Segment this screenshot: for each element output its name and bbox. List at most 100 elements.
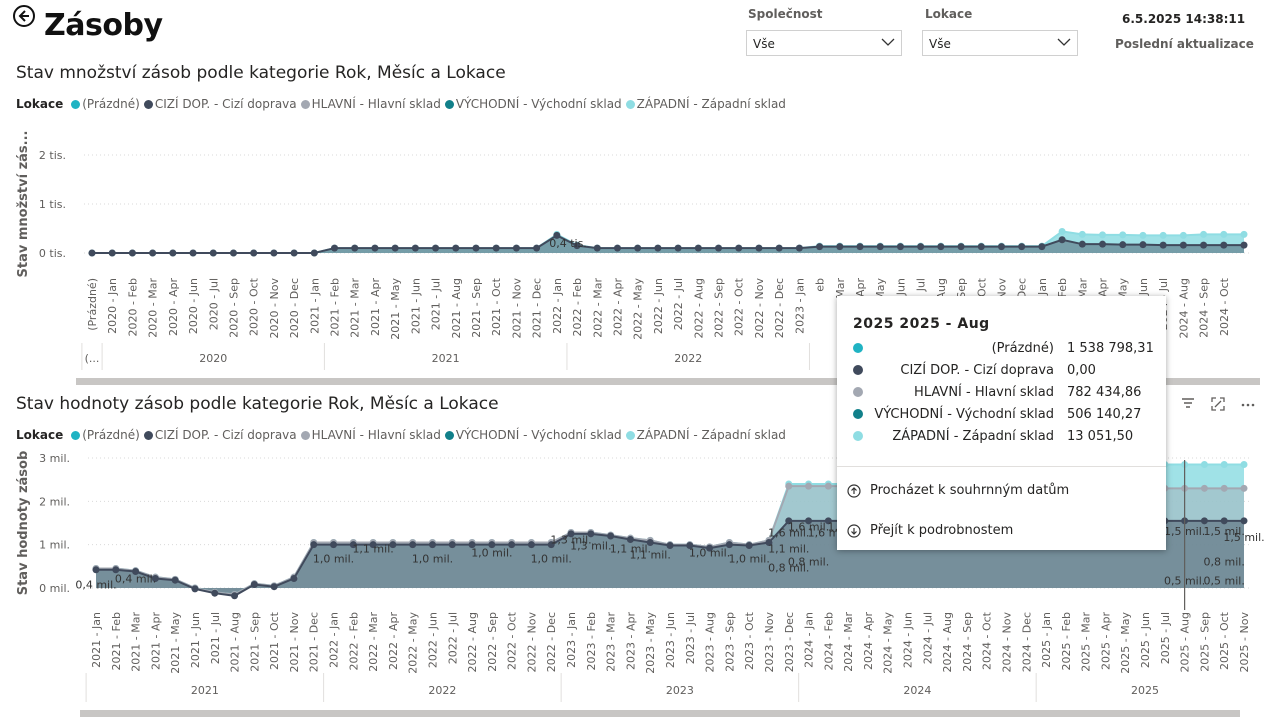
data-label: 1,6 mil. bbox=[768, 527, 809, 540]
legend-label: (Prázdné) bbox=[82, 97, 140, 111]
data-label: 1,3 mil. bbox=[570, 540, 611, 553]
legend-dot bbox=[300, 99, 310, 109]
x-tick-label: Oct bbox=[975, 277, 988, 297]
x-tick-label: Aug bbox=[935, 278, 948, 299]
data-point bbox=[795, 244, 803, 252]
data-point bbox=[331, 244, 339, 252]
legend-item[interactable]: (Prázdné) bbox=[67, 428, 140, 442]
data-label: 1,0 mil. bbox=[471, 547, 512, 560]
x-tick-label: 2021 - Dec bbox=[531, 278, 544, 338]
data-point bbox=[1220, 517, 1228, 525]
legend-item[interactable]: ZÁPADNÍ - Západní sklad bbox=[622, 97, 786, 111]
legend-label: CIZÍ DOP. - Cizí doprava bbox=[154, 428, 297, 442]
chart1-svg[interactable]: Stav množství zás... 0 tis. 1 tis. 2 tis. (P… bbox=[0, 120, 1280, 385]
x-tick-label: (Prázdné) bbox=[86, 278, 99, 331]
x-tick-label: Jun bbox=[894, 278, 907, 296]
data-point bbox=[452, 244, 460, 252]
data-label: 1,3 mil. bbox=[550, 534, 591, 547]
y-tick-label: 1 tis. bbox=[39, 198, 66, 211]
tooltip-dot bbox=[853, 431, 863, 441]
data-point bbox=[654, 244, 662, 252]
focus-mode-icon[interactable] bbox=[1210, 396, 1226, 412]
year-label: 2025 bbox=[1131, 684, 1159, 697]
data-label: 1,5 mil. bbox=[1223, 531, 1264, 544]
tooltip-row-value: 506 140,27 bbox=[1067, 407, 1142, 422]
x-tick-label: 2022 - Oct bbox=[506, 611, 519, 670]
x-tick-label: 2025 - Jan bbox=[1040, 612, 1053, 668]
x-tick-label: 2021 - Sep bbox=[248, 612, 261, 672]
data-point bbox=[1200, 230, 1208, 238]
filter-icon[interactable] bbox=[1180, 396, 1196, 412]
x-tick-label: 2023 - Feb bbox=[585, 612, 598, 670]
x-tick-label: 2025 - Jun bbox=[1139, 612, 1152, 668]
x-tick-label: 2023 - May bbox=[644, 612, 657, 674]
data-point bbox=[527, 541, 535, 549]
drill-down-action[interactable]: Přejít k podrobnostem bbox=[845, 522, 1145, 544]
data-label: 0,8 mil. bbox=[768, 561, 809, 574]
x-tick-label: 2021 - Nov bbox=[510, 278, 523, 339]
y-tick-label: 3 mil. bbox=[39, 452, 70, 465]
legend-item[interactable]: CIZÍ DOP. - Cizí doprava bbox=[140, 97, 297, 111]
back-arrow-icon[interactable] bbox=[12, 4, 36, 28]
legend-item[interactable]: ZÁPADNÍ - Západní sklad bbox=[622, 428, 786, 442]
data-point bbox=[411, 244, 419, 252]
x-tick-label: 2021 - Jan bbox=[308, 278, 321, 334]
data-point bbox=[745, 542, 753, 550]
data-point bbox=[573, 242, 581, 250]
x-tick-label: 2022 - Jul bbox=[672, 278, 685, 330]
data-point bbox=[1220, 230, 1228, 238]
legend-item[interactable]: HLAVNÍ - Hlavní sklad bbox=[297, 97, 441, 111]
legend-dot bbox=[444, 99, 454, 109]
data-label: 1,6 mil. bbox=[788, 521, 829, 534]
legend-title: Lokace bbox=[16, 428, 64, 442]
x-tick-label: 2022 - Jun bbox=[652, 278, 665, 334]
legend-item[interactable]: VÝCHODNÍ - Východní sklad bbox=[441, 97, 622, 111]
data-label: 1,5 mil. bbox=[1204, 525, 1245, 538]
legend-item[interactable]: HLAVNÍ - Hlavní sklad bbox=[297, 428, 441, 442]
legend-item[interactable]: VÝCHODNÍ - Východní sklad bbox=[441, 428, 622, 442]
x-tick-label: 2021 - Feb bbox=[329, 278, 342, 336]
data-label: 1,0 mil. bbox=[313, 553, 354, 566]
tooltip-row: (Prázdné) 1 538 798,31 bbox=[837, 338, 1166, 360]
legend-label: (Prázdné) bbox=[82, 428, 140, 442]
data-point bbox=[836, 243, 844, 251]
data-point bbox=[824, 517, 832, 525]
x-tick-label: Nov bbox=[995, 278, 1008, 300]
data-point bbox=[876, 243, 884, 251]
data-point bbox=[1139, 241, 1147, 249]
x-tick-label: 2022 - May bbox=[407, 612, 420, 674]
x-tick-label: 2021 - Mar bbox=[130, 612, 143, 672]
data-point bbox=[674, 244, 682, 252]
x-tick-label: 2024 - Jan bbox=[803, 612, 816, 668]
data-point bbox=[351, 244, 359, 252]
tooltip-dot bbox=[853, 343, 863, 353]
slicer-spolecnost-dropdown[interactable]: Vše bbox=[746, 30, 902, 56]
chart2-title: Stav hodnoty zásob podle kategorie Rok, … bbox=[16, 394, 499, 414]
legend-item[interactable]: (Prázdné) bbox=[67, 97, 140, 111]
slicer-lokace-dropdown[interactable]: Vše bbox=[922, 30, 1078, 56]
data-point bbox=[290, 249, 298, 257]
y-tick-label: 2 tis. bbox=[39, 149, 66, 162]
data-point bbox=[229, 249, 237, 257]
slicer-label-lokace: Lokace bbox=[925, 7, 973, 21]
drill-up-action[interactable]: Procházet k souhrnným datům bbox=[845, 482, 1145, 504]
tooltip-row-value: 13 051,50 bbox=[1067, 429, 1134, 444]
legend-label: ZÁPADNÍ - Západní sklad bbox=[636, 97, 786, 111]
data-point bbox=[270, 249, 278, 257]
x-tick-label: 2020 - Oct bbox=[248, 277, 261, 336]
data-point bbox=[211, 589, 219, 597]
x-tick-label: 2022 - Feb bbox=[347, 612, 360, 670]
more-options-icon[interactable] bbox=[1240, 396, 1256, 412]
x-tick-label: 2020 - Feb bbox=[126, 278, 139, 336]
x-tick-label: 2020 - Jan bbox=[106, 278, 119, 334]
x-tick-label: 2020 - Nov bbox=[268, 278, 281, 339]
x-tick-label: 2022 - Mar bbox=[367, 612, 380, 672]
data-point bbox=[1038, 243, 1046, 251]
tooltip: 2025 2025 - Aug (Prázdné) 1 538 798,31 CI… bbox=[837, 296, 1166, 550]
x-tick-label: Dec bbox=[1016, 278, 1029, 299]
legend-item[interactable]: CIZÍ DOP. - Cizí doprava bbox=[140, 428, 297, 442]
chart1-title: Stav množství zásob podle kategorie Rok,… bbox=[16, 63, 506, 83]
x-tick-label: 2023 - Jul bbox=[684, 612, 697, 664]
drill-down-label: Přejít k podrobnostem bbox=[870, 523, 1014, 538]
data-label: 1,1 mil. bbox=[630, 548, 671, 561]
